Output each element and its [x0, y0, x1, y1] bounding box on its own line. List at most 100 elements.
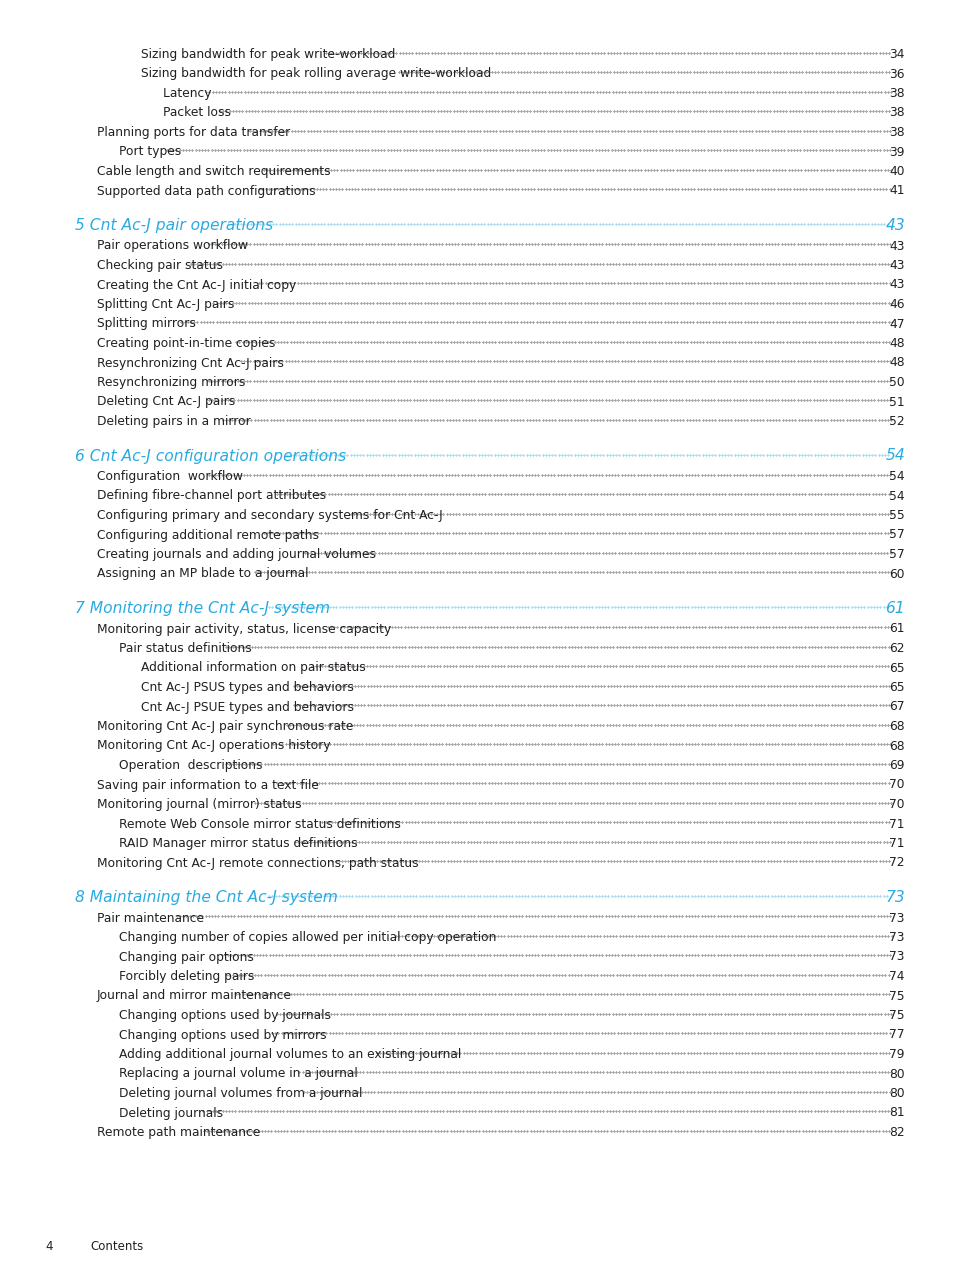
- Text: Additional information on pair status: Additional information on pair status: [141, 661, 365, 675]
- Text: 8 Maintaining the Cnt Ac-J system: 8 Maintaining the Cnt Ac-J system: [75, 890, 337, 905]
- Text: 55: 55: [888, 508, 904, 522]
- Text: Cnt Ac-J PSUS types and behaviors: Cnt Ac-J PSUS types and behaviors: [141, 681, 354, 694]
- Text: 4: 4: [45, 1240, 52, 1253]
- Text: 80: 80: [888, 1068, 904, 1080]
- Text: 71: 71: [888, 838, 904, 850]
- Text: Planning ports for data transfer: Planning ports for data transfer: [97, 126, 294, 139]
- Text: Resynchronizing Cnt Ac-J pairs: Resynchronizing Cnt Ac-J pairs: [97, 356, 288, 370]
- Text: Supported data path configurations: Supported data path configurations: [97, 184, 319, 197]
- Text: Contents: Contents: [90, 1240, 143, 1253]
- Text: 80: 80: [888, 1087, 904, 1099]
- Text: 70: 70: [888, 779, 904, 792]
- Text: 41: 41: [888, 184, 904, 197]
- Text: 73: 73: [884, 890, 904, 905]
- Text: 36: 36: [888, 67, 904, 80]
- Text: Deleting journals: Deleting journals: [119, 1107, 227, 1120]
- Text: Monitoring pair activity, status, license capacity: Monitoring pair activity, status, licens…: [97, 623, 391, 636]
- Text: 38: 38: [888, 107, 904, 119]
- Text: Changing number of copies allowed per initial copy operation: Changing number of copies allowed per in…: [119, 930, 496, 944]
- Text: 81: 81: [888, 1107, 904, 1120]
- Text: 34: 34: [888, 48, 904, 61]
- Text: Creating point-in-time copies: Creating point-in-time copies: [97, 337, 279, 350]
- Text: Assigning an MP blade to a journal: Assigning an MP blade to a journal: [97, 567, 308, 581]
- Text: Deleting pairs in a mirror: Deleting pairs in a mirror: [97, 416, 254, 428]
- Text: 52: 52: [888, 416, 904, 428]
- Text: Creating journals and adding journal volumes: Creating journals and adding journal vol…: [97, 548, 379, 561]
- Text: 75: 75: [888, 990, 904, 1003]
- Text: Forcibly deleting pairs: Forcibly deleting pairs: [119, 970, 254, 982]
- Text: Sizing bandwidth for peak rolling average write-workload: Sizing bandwidth for peak rolling averag…: [141, 67, 491, 80]
- Text: Splitting Cnt Ac-J pairs: Splitting Cnt Ac-J pairs: [97, 297, 238, 311]
- Text: 72: 72: [888, 857, 904, 869]
- Text: Configuring additional remote paths: Configuring additional remote paths: [97, 529, 322, 541]
- Text: Defining fibre-channel port attributes: Defining fibre-channel port attributes: [97, 489, 330, 502]
- Text: Latency: Latency: [163, 86, 219, 100]
- Text: Pair status definitions: Pair status definitions: [119, 642, 252, 655]
- Text: Remote Web Console mirror status definitions: Remote Web Console mirror status definit…: [119, 817, 400, 830]
- Text: 54: 54: [884, 449, 904, 464]
- Text: 79: 79: [888, 1049, 904, 1061]
- Text: 67: 67: [888, 700, 904, 713]
- Text: 43: 43: [888, 239, 904, 253]
- Text: 39: 39: [888, 145, 904, 159]
- Text: Replacing a journal volume in a journal: Replacing a journal volume in a journal: [119, 1068, 357, 1080]
- Text: 73: 73: [888, 930, 904, 944]
- Text: Resynchronizing mirrors: Resynchronizing mirrors: [97, 376, 249, 389]
- Text: 73: 73: [888, 951, 904, 963]
- Text: 77: 77: [888, 1028, 904, 1041]
- Text: Pair maintenance: Pair maintenance: [97, 911, 208, 924]
- Text: 57: 57: [888, 548, 904, 561]
- Text: Changing pair options: Changing pair options: [119, 951, 257, 963]
- Text: 46: 46: [888, 297, 904, 311]
- Text: RAID Manager mirror status definitions: RAID Manager mirror status definitions: [119, 838, 357, 850]
- Text: Journal and mirror maintenance: Journal and mirror maintenance: [97, 990, 292, 1003]
- Text: Monitoring Cnt Ac-J remote connections, path status: Monitoring Cnt Ac-J remote connections, …: [97, 857, 418, 869]
- Text: Monitoring Cnt Ac-J pair synchronous rate: Monitoring Cnt Ac-J pair synchronous rat…: [97, 719, 353, 733]
- Text: Packet loss: Packet loss: [163, 107, 234, 119]
- Text: Configuring primary and secondary systems for Cnt Ac-J: Configuring primary and secondary system…: [97, 508, 446, 522]
- Text: 61: 61: [888, 623, 904, 636]
- Text: 61: 61: [884, 601, 904, 616]
- Text: 43: 43: [888, 278, 904, 291]
- Text: 43: 43: [884, 219, 904, 233]
- Text: 48: 48: [888, 337, 904, 350]
- Text: 6 Cnt Ac-J configuration operations: 6 Cnt Ac-J configuration operations: [75, 449, 351, 464]
- Text: 50: 50: [888, 376, 904, 389]
- Text: Saving pair information to a text file: Saving pair information to a text file: [97, 779, 322, 792]
- Text: 38: 38: [888, 86, 904, 100]
- Text: Changing options used by mirrors: Changing options used by mirrors: [119, 1028, 330, 1041]
- Text: Adding additional journal volumes to an existing journal: Adding additional journal volumes to an …: [119, 1049, 460, 1061]
- Text: Sizing bandwidth for peak write-workload: Sizing bandwidth for peak write-workload: [141, 48, 395, 61]
- Text: 5 Cnt Ac-J pair operations: 5 Cnt Ac-J pair operations: [75, 219, 273, 233]
- Text: 82: 82: [888, 1126, 904, 1139]
- Text: 68: 68: [888, 719, 904, 733]
- Text: 43: 43: [888, 259, 904, 272]
- Text: 69: 69: [888, 759, 904, 771]
- Text: Deleting Cnt Ac-J pairs: Deleting Cnt Ac-J pairs: [97, 395, 239, 408]
- Text: Port types: Port types: [119, 145, 181, 159]
- Text: 65: 65: [888, 661, 904, 675]
- Text: Operation  descriptions: Operation descriptions: [119, 759, 262, 771]
- Text: 65: 65: [888, 681, 904, 694]
- Text: Pair operations workflow: Pair operations workflow: [97, 239, 248, 253]
- Text: 74: 74: [888, 970, 904, 982]
- Text: 75: 75: [888, 1009, 904, 1022]
- Text: Cable length and switch requirements: Cable length and switch requirements: [97, 165, 331, 178]
- Text: 48: 48: [888, 356, 904, 370]
- Text: Monitoring journal (mirror) status: Monitoring journal (mirror) status: [97, 798, 301, 811]
- Text: Deleting journal volumes from a journal: Deleting journal volumes from a journal: [119, 1087, 366, 1099]
- Text: Cnt Ac-J PSUE types and behaviors: Cnt Ac-J PSUE types and behaviors: [141, 700, 354, 713]
- Text: Creating the Cnt Ac-J initial copy: Creating the Cnt Ac-J initial copy: [97, 278, 300, 291]
- Text: Monitoring Cnt Ac-J operations history: Monitoring Cnt Ac-J operations history: [97, 740, 331, 752]
- Text: Configuration  workflow: Configuration workflow: [97, 470, 247, 483]
- Text: Remote path maintenance: Remote path maintenance: [97, 1126, 260, 1139]
- Text: 57: 57: [888, 529, 904, 541]
- Text: 71: 71: [888, 817, 904, 830]
- Text: 60: 60: [888, 567, 904, 581]
- Text: 47: 47: [888, 318, 904, 330]
- Text: 7 Monitoring the Cnt Ac-J system: 7 Monitoring the Cnt Ac-J system: [75, 601, 335, 616]
- Text: 68: 68: [888, 740, 904, 752]
- Text: 73: 73: [888, 911, 904, 924]
- Text: 62: 62: [888, 642, 904, 655]
- Text: 54: 54: [888, 489, 904, 502]
